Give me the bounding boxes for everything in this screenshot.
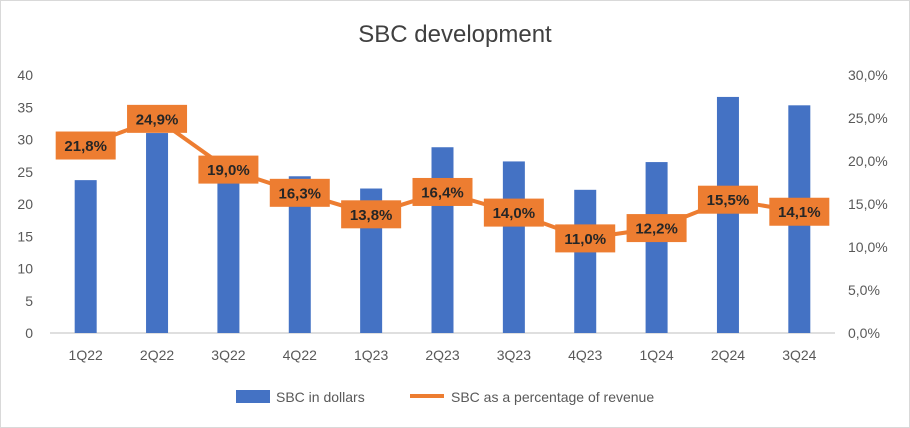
data-label-box: [55, 131, 116, 160]
x-axis-tick-label: 2Q24: [711, 347, 745, 363]
x-axis-tick-label: 2Q22: [140, 347, 174, 363]
legend-label-line: SBC as a percentage of revenue: [451, 389, 654, 405]
right-axis-tick-label: 10,0%: [848, 239, 888, 255]
data-label-box: [412, 177, 473, 206]
data-label-text: 16,3%: [278, 185, 321, 202]
left-axis: 0 5 10 15 20 25 30 35 40: [17, 67, 33, 341]
x-axis-tick-label: 1Q24: [639, 347, 673, 363]
bar: [146, 133, 169, 333]
data-label-box: [626, 214, 687, 243]
data-label: 14,1%: [769, 197, 830, 226]
data-label-text: 11,0%: [564, 231, 606, 248]
x-axis-tick-label: 3Q22: [211, 347, 245, 363]
x-axis: 1Q22 2Q22 3Q22 4Q22 1Q23 2Q23 3Q23 4Q23 1Q24 2Q24…: [69, 347, 817, 363]
data-label: 15,5%: [697, 185, 758, 214]
x-axis-tick-label: 3Q24: [782, 347, 816, 363]
data-label: 16,4%: [412, 177, 473, 206]
data-label: 13,8%: [341, 200, 402, 229]
left-axis-tick-label: 35: [17, 99, 33, 115]
left-axis-tick-label: 20: [17, 196, 33, 212]
x-axis-tick-label: 3Q23: [497, 347, 531, 363]
right-axis-tick-label: 20,0%: [848, 153, 888, 169]
left-axis-tick-label: 10: [17, 261, 33, 277]
data-label-box: [483, 198, 544, 227]
data-label-text: 19,0%: [207, 162, 250, 179]
data-label-text: 12,2%: [635, 221, 678, 238]
data-label-box: [198, 155, 259, 184]
left-axis-tick-label: 0: [25, 325, 33, 341]
data-label-text: 14,1%: [778, 204, 821, 221]
data-label-text: 16,4%: [421, 184, 464, 201]
data-label: 11,0%: [555, 224, 616, 253]
bar: [431, 147, 454, 333]
left-axis-tick-label: 40: [17, 67, 33, 83]
bar: [74, 180, 97, 333]
x-axis-tick-label: 1Q22: [69, 347, 103, 363]
bar: [502, 161, 525, 333]
data-label-text: 21,8%: [64, 138, 107, 155]
legend-swatch-bar: [236, 390, 270, 403]
right-axis-tick-label: 15,0%: [848, 196, 888, 212]
data-label-box: [697, 185, 758, 214]
data-label: 14,0%: [483, 198, 544, 227]
x-axis-tick-label: 4Q22: [283, 347, 317, 363]
data-label: 16,3%: [269, 178, 330, 207]
x-axis-tick-label: 4Q23: [568, 347, 602, 363]
data-labels: 21,8% 24,9% 19,0% 16,3% 13,8% 16,4% 14,0% 11,0%…: [55, 104, 830, 253]
data-label: 24,9%: [127, 104, 188, 133]
bar: [288, 176, 311, 333]
bar: [716, 96, 739, 334]
bar: [645, 162, 668, 333]
data-label: 21,8%: [55, 131, 116, 160]
left-axis-tick-label: 15: [17, 228, 33, 244]
data-label-text: 13,8%: [350, 207, 393, 224]
data-label: 19,0%: [198, 155, 259, 184]
data-label-text: 14,0%: [493, 205, 536, 222]
data-label-text: 24,9%: [136, 111, 179, 128]
bar: [574, 189, 597, 333]
legend-label-bar: SBC in dollars: [276, 389, 365, 405]
data-label-box: [341, 200, 402, 229]
bar: [217, 174, 240, 333]
right-axis: 0,0% 5,0% 10,0% 15,0% 20,0% 25,0% 30,0%: [848, 67, 888, 341]
x-axis-tick-label: 2Q23: [425, 347, 459, 363]
data-label-box: [127, 104, 188, 133]
data-label-box: [769, 197, 830, 226]
right-axis-tick-label: 0,0%: [848, 325, 880, 341]
data-label-box: [269, 178, 330, 207]
data-label: 12,2%: [626, 214, 687, 243]
chart-title: SBC development: [358, 21, 552, 48]
right-axis-tick-label: 30,0%: [848, 67, 888, 83]
left-axis-tick-label: 25: [17, 164, 33, 180]
x-axis-tick-label: 1Q23: [354, 347, 388, 363]
right-axis-tick-label: 5,0%: [848, 282, 880, 298]
data-label-text: 15,5%: [707, 192, 750, 209]
legend: SBC in dollars SBC as a percentage of re…: [236, 389, 654, 405]
data-label-box: [555, 224, 616, 253]
right-axis-tick-label: 25,0%: [848, 110, 888, 126]
left-axis-tick-label: 5: [25, 293, 33, 309]
left-axis-tick-label: 30: [17, 132, 33, 148]
